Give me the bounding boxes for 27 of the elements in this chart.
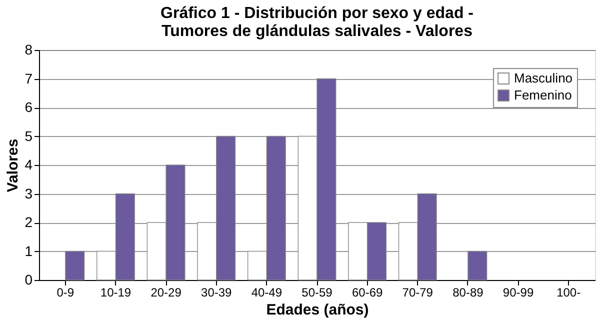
x-tick-label: 90-99 xyxy=(502,286,534,300)
chart-title: Gráfico 1 - Distribución por sexo y edad - Tumores de glándulas salivales - Valores xyxy=(160,5,474,40)
x-tick-label: 50-59 xyxy=(302,286,333,300)
bar xyxy=(65,250,85,280)
y-tick-label: 4 xyxy=(24,156,33,172)
y-tick-label: 0 xyxy=(24,272,33,288)
y-tick-label: 6 xyxy=(24,99,33,115)
y-tick-label: 2 xyxy=(24,214,33,230)
x-tick-label: 100- xyxy=(556,286,581,300)
y-tick-label: 3 xyxy=(24,185,33,202)
x-tick-label: 0-9 xyxy=(56,286,74,300)
y-tick-label: 8 xyxy=(24,42,33,58)
x-tick-label: 10-19 xyxy=(100,286,132,300)
legend-label: Masculino xyxy=(514,70,573,86)
y-tick-label: 5 xyxy=(24,128,33,144)
y-tick-label: 7 xyxy=(24,70,33,86)
x-tick-label: 80-89 xyxy=(452,286,484,300)
x-tick-label: 40-49 xyxy=(251,286,282,300)
x-tick-label: 30-39 xyxy=(201,286,232,300)
y-axis-title: Valores xyxy=(4,138,22,192)
y-tick-label: 1 xyxy=(24,242,33,259)
x-tick-label: 70-79 xyxy=(402,286,434,300)
x-tick-label: 20-29 xyxy=(150,286,182,300)
x-tick-label: 60-69 xyxy=(352,286,383,300)
x-axis-title: Edades (años) xyxy=(266,302,369,318)
bar xyxy=(468,250,488,280)
legend-label: Femenino xyxy=(514,88,572,102)
